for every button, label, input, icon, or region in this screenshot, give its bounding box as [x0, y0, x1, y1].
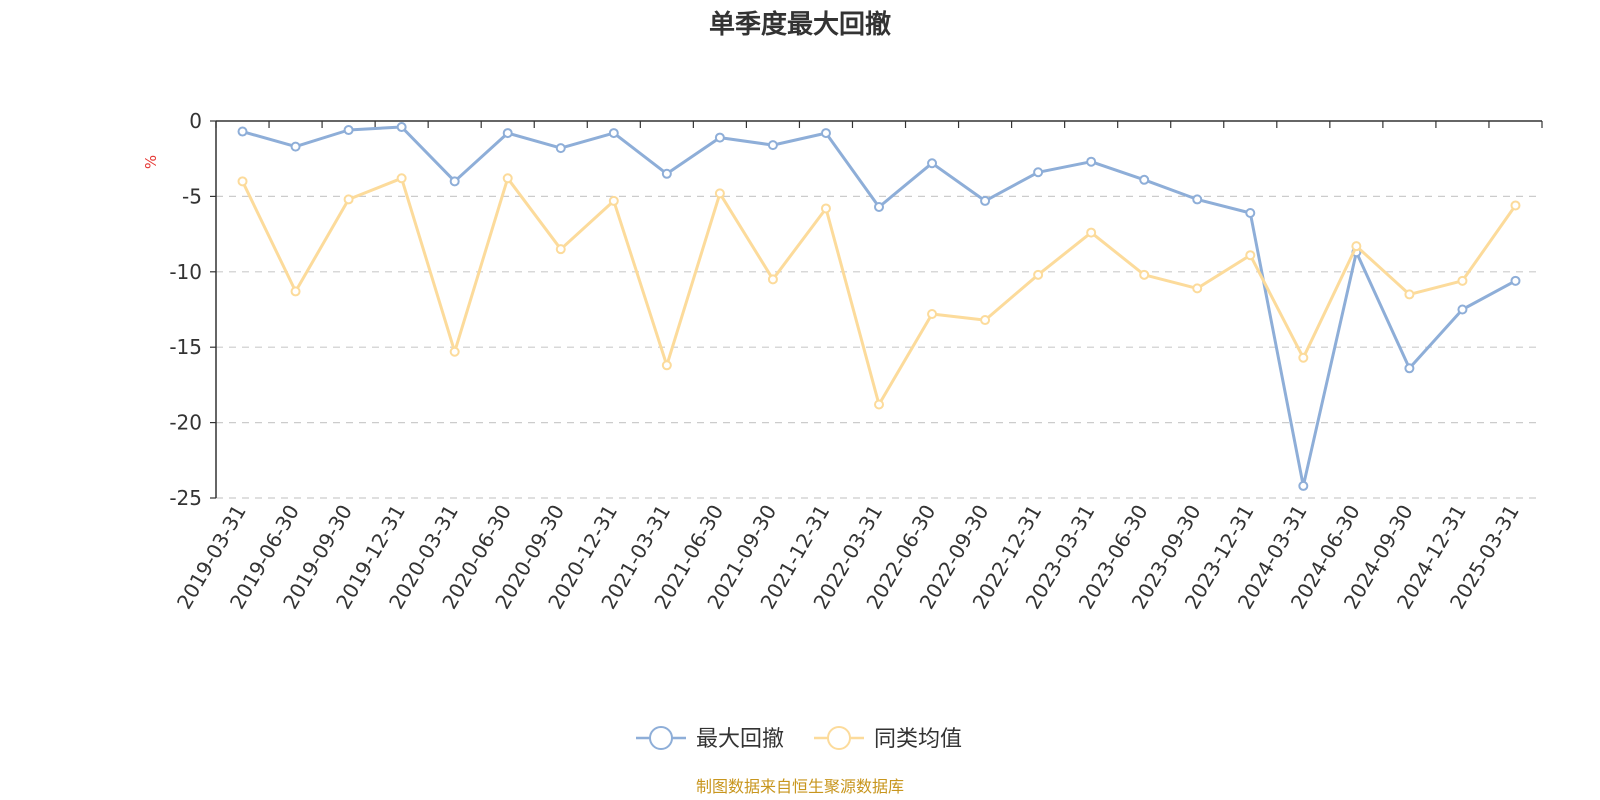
data-point	[608, 195, 619, 206]
data-point	[820, 203, 831, 214]
data-point	[661, 168, 672, 179]
data-point	[555, 244, 566, 255]
data-point	[343, 194, 354, 205]
data-point	[502, 173, 513, 184]
data-point	[980, 315, 991, 326]
legend[interactable]: 最大回撤 同类均值	[636, 726, 962, 752]
data-point	[1245, 207, 1256, 218]
legend-label: 同类均值	[874, 727, 962, 752]
data-point	[502, 128, 513, 139]
y-tick-label: -25	[169, 486, 202, 510]
data-point	[290, 286, 301, 297]
y-tick-label: -15	[169, 335, 202, 359]
series-line	[242, 125, 1517, 488]
legend-marker	[827, 726, 851, 750]
legend-marker	[649, 726, 673, 750]
legend-item[interactable]: 同类均值	[814, 726, 962, 752]
data-point	[714, 132, 725, 143]
data-point	[555, 143, 566, 154]
y-tick-label: -20	[169, 411, 202, 435]
data-point	[874, 399, 884, 410]
data-point	[1298, 352, 1309, 363]
data-point	[874, 201, 884, 212]
data-point	[980, 195, 991, 206]
data-point	[1192, 283, 1203, 294]
data-point	[1139, 174, 1150, 185]
grid-lines	[216, 195, 1542, 499]
data-point	[1351, 241, 1362, 252]
data-point	[343, 125, 354, 136]
chart-title: 单季度最大回撤	[709, 9, 891, 40]
data-point	[1510, 275, 1521, 286]
data-point	[1510, 200, 1521, 211]
y-tick-label: -10	[169, 260, 202, 284]
data-point	[1086, 227, 1097, 238]
data-point	[661, 360, 672, 371]
series-line	[241, 176, 1517, 406]
data-point	[1033, 167, 1044, 178]
data-point	[1298, 480, 1309, 491]
legend-item[interactable]: 最大回撤	[636, 726, 784, 752]
data-point	[396, 173, 407, 184]
data-point	[820, 128, 831, 139]
data-point	[290, 141, 301, 152]
data-point	[1139, 269, 1150, 280]
data-point	[767, 274, 778, 285]
data-point	[927, 309, 938, 320]
data-point	[449, 346, 460, 357]
data-point	[237, 176, 248, 187]
data-point	[1457, 275, 1468, 286]
data-point	[927, 158, 938, 169]
data-point	[1245, 250, 1256, 261]
axes	[215, 120, 1542, 498]
y-tick-label: 0	[189, 109, 202, 133]
x-axis-ticks: 2019-03-312019-06-302019-09-302019-12-31…	[172, 121, 1543, 613]
data-point	[1404, 363, 1415, 374]
data-point	[608, 128, 619, 139]
data-point	[1404, 289, 1415, 300]
data-point	[1033, 269, 1044, 280]
data-point	[1192, 194, 1203, 205]
data-point	[1457, 304, 1468, 315]
data-point	[396, 122, 407, 133]
data-point	[237, 126, 248, 137]
data-source-note: 制图数据来自恒生聚源数据库	[696, 777, 904, 796]
y-axis-label: %	[142, 155, 160, 169]
data-point	[767, 140, 778, 151]
data-point	[1086, 156, 1097, 167]
data-point	[714, 188, 725, 199]
y-axis-ticks: 0 -5 -10 -15 -20 -25	[169, 109, 216, 510]
legend-label: 最大回撤	[696, 727, 784, 752]
data-point	[449, 176, 460, 187]
series-lines	[237, 122, 1521, 491]
y-tick-label: -5	[182, 184, 202, 208]
